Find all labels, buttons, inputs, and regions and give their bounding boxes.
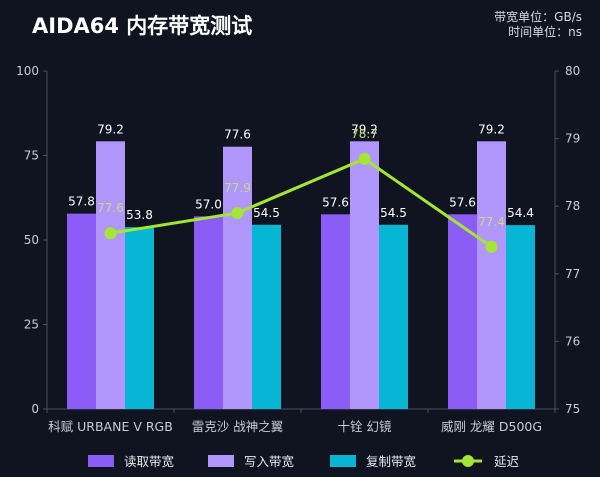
bar-value-label: 79.2 [351, 122, 378, 136]
latency-line [110, 157, 493, 248]
bar-value-label: 54.5 [253, 206, 280, 220]
bar-value-label: 57.6 [322, 195, 349, 209]
latency-value-label: 77.9 [224, 181, 251, 195]
legend-label: 复制带宽 [366, 454, 416, 469]
bar-value-label: 54.4 [507, 206, 534, 220]
y-left-tick-label: 25 [24, 318, 39, 332]
legend-swatch [88, 455, 114, 467]
y-left-tick-label: 50 [24, 233, 39, 247]
y-right-tick-label: 75 [565, 402, 580, 416]
y-right-tick-label: 80 [565, 64, 580, 78]
x-category-label: 威刚 龙耀 D500G [441, 419, 542, 434]
latency-point [104, 227, 117, 240]
latency-value-label: 77.4 [478, 215, 505, 229]
bar-1 [448, 214, 477, 409]
bar-value-label: 57.0 [195, 197, 222, 211]
x-category-label: 雷克沙 战神之翼 [192, 419, 283, 434]
bar-3 [252, 224, 281, 409]
bar-1 [67, 213, 96, 409]
legend-line-marker [462, 455, 474, 467]
legend-label: 读取带宽 [124, 454, 174, 469]
bar-value-label: 79.2 [97, 122, 124, 136]
bandwidth-unit-label: 带宽单位：GB/s [494, 9, 582, 24]
bar-value-label: 57.8 [68, 195, 95, 209]
x-category-label: 十铨 幻镜 [338, 419, 392, 434]
bar-value-label: 57.6 [449, 195, 476, 209]
bar-3 [125, 227, 154, 409]
legend-label: 写入带宽 [244, 454, 294, 469]
bar-1 [194, 216, 223, 409]
bar-value-label: 54.5 [380, 206, 407, 220]
bar-2 [350, 141, 379, 409]
y-right-tick-label: 76 [565, 334, 580, 348]
y-right-tick-label: 78 [565, 199, 580, 213]
legend-label: 延迟 [494, 454, 520, 469]
bar-2 [477, 141, 506, 409]
y-right-tick-label: 77 [565, 267, 580, 281]
bar-2 [96, 141, 125, 409]
y-right-tick-label: 79 [565, 132, 580, 146]
bar-1 [321, 214, 350, 409]
latency-unit-label: 时间单位：ns [508, 24, 582, 39]
bar-value-label: 79.2 [478, 122, 505, 136]
bar-3 [379, 224, 408, 409]
latency-point [358, 152, 371, 165]
bar-2 [223, 146, 252, 409]
y-left-tick-label: 0 [31, 402, 39, 416]
chart-title: AIDA64 内存带宽测试 [32, 14, 252, 38]
y-left-tick-label: 100 [16, 64, 39, 78]
y-left-tick-label: 75 [24, 149, 39, 163]
latency-value-label: 78.7 [351, 127, 378, 141]
bar-value-label: 77.6 [224, 128, 251, 142]
bar-3 [506, 225, 535, 409]
legend: 读取带宽 写入带宽 复制带宽 延迟 [88, 454, 520, 469]
legend-swatch [208, 455, 234, 467]
plot-area: 0 25 50 75 100 75 76 77 78 79 80 科赋 URBANE V RGB 雷克沙… [16, 64, 580, 434]
legend-swatch [330, 455, 356, 467]
latency-value-label: 77.6 [97, 201, 124, 215]
bar-value-label: 53.8 [126, 208, 153, 222]
latency-point [231, 206, 244, 219]
x-category-label: 科赋 URBANE V RGB [48, 419, 173, 434]
latency-point [485, 240, 498, 253]
